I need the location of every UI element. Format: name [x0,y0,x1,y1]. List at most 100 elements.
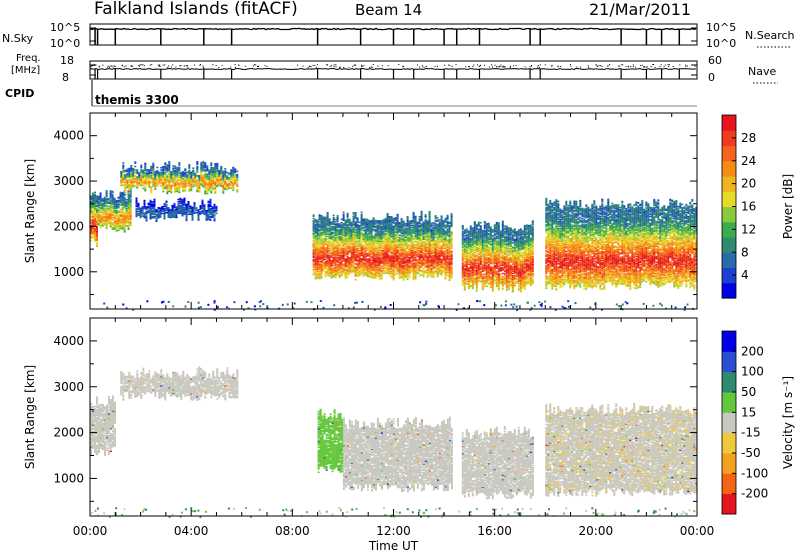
power-echo-cell [418,272,421,275]
power-echo-cell [125,217,128,219]
power-echo-cell [214,188,217,190]
power-echo-cell [216,164,219,166]
power-echo-cell [141,208,144,211]
power-echo-cell [157,213,160,216]
power-echo-cell [142,184,145,186]
power-echo-cell [160,169,163,171]
nave-point [424,66,426,68]
power-echo-cell [127,207,130,210]
power-echo-cell [190,176,193,178]
nave-point [234,66,236,68]
power-echo-cell [174,185,177,188]
power-echo-cell [165,204,168,206]
power-echo-cell [400,275,403,278]
power-echo-cell [169,212,172,214]
power-echo-cell [208,172,211,175]
power-echo-cell [111,198,114,201]
power-echo-cell [178,167,181,170]
power-echo-cell [123,216,126,218]
nave-point [501,66,503,68]
power-echo-cell [135,213,138,215]
power-echo-cell [210,187,213,189]
power-echo-cell [190,181,193,184]
power-echo-cell [145,219,148,222]
power-echo-cell [167,212,170,215]
power-echo-cell [180,171,183,174]
power-echo-cell [157,212,160,215]
power-echo-cell [136,182,139,185]
power-echo-cell [214,169,217,172]
power-echo-cell [139,209,142,212]
power-echo-cell [236,173,239,176]
power-echo-cell [202,179,205,181]
power-echo-cell [156,172,159,174]
power-echo-cell [230,171,233,174]
power-echo-cell [174,187,177,189]
power-echo-cell [173,210,176,213]
nave-point [142,64,144,66]
power-echo-cell [144,181,147,184]
power-echo-cell [181,209,184,211]
power-echo-cell [148,183,151,186]
power-echo-cell [92,230,94,232]
power-echo-cell [185,216,188,218]
power-echo-cell [206,175,209,178]
power-echo-cell [135,209,138,212]
power-echo-cell [146,170,149,172]
power-echo-cell [202,180,205,182]
power-echo-cell [162,165,165,168]
power-echo-cell [410,245,413,247]
power-echo-cell [188,181,191,183]
power-echo-cell [117,204,120,207]
power-echo-cell [113,208,116,211]
power-echo-cell [153,210,156,212]
power-echo-cell [122,165,125,168]
power-echo-cell [186,182,189,185]
power-echo-cell [208,187,211,190]
power-echo-cell [374,252,377,255]
power-echo-cell [146,183,149,186]
power-echo-cell [424,269,427,272]
power-echo-cell [324,238,327,240]
nave-point [668,66,670,67]
power-echo-cell [166,168,169,171]
power-echo-cell [90,239,92,242]
power-echo-cell [206,165,209,167]
power-echo-cell [123,227,126,230]
power-echo-cell [136,169,139,171]
power-echo-cell [120,178,123,181]
power-echo-cell [216,170,219,173]
power-echo-cell [352,215,355,217]
power-echo-cell [127,205,130,208]
power-echo-cell [224,176,227,178]
power-echo-cell [101,216,104,218]
power-echo-cell [190,177,193,179]
power-echo-cell [147,207,150,209]
power-echo-cell [152,171,155,174]
power-echo-cell [209,215,212,218]
power-echo-cell [109,226,112,228]
power-echo-cell [121,193,124,195]
power-echo-cell [364,218,367,220]
power-echo-cell [424,265,427,267]
power-echo-cell [127,217,130,219]
power-echo-cell [94,205,96,207]
power-echo-cell [103,223,106,226]
power-echo-cell [130,180,133,183]
power-echo-cell [113,210,116,212]
power-echo-cell [162,178,165,180]
power-echo-cell [175,206,178,208]
power-echo-cell [184,171,187,174]
power-echo-cell [204,172,207,175]
power-echo-cell [168,180,171,182]
power-echo-cell [129,217,132,220]
power-echo-cell [328,233,331,235]
power-echo-cell [164,186,167,188]
power-echo-cell [202,181,205,183]
power-echo-cell [376,250,379,253]
power-echo-cell [156,166,159,169]
power-echo-cell [150,190,153,193]
power-echo-cell [346,250,349,252]
power-echo-cell [107,218,110,220]
power-echo-cell [156,176,159,179]
